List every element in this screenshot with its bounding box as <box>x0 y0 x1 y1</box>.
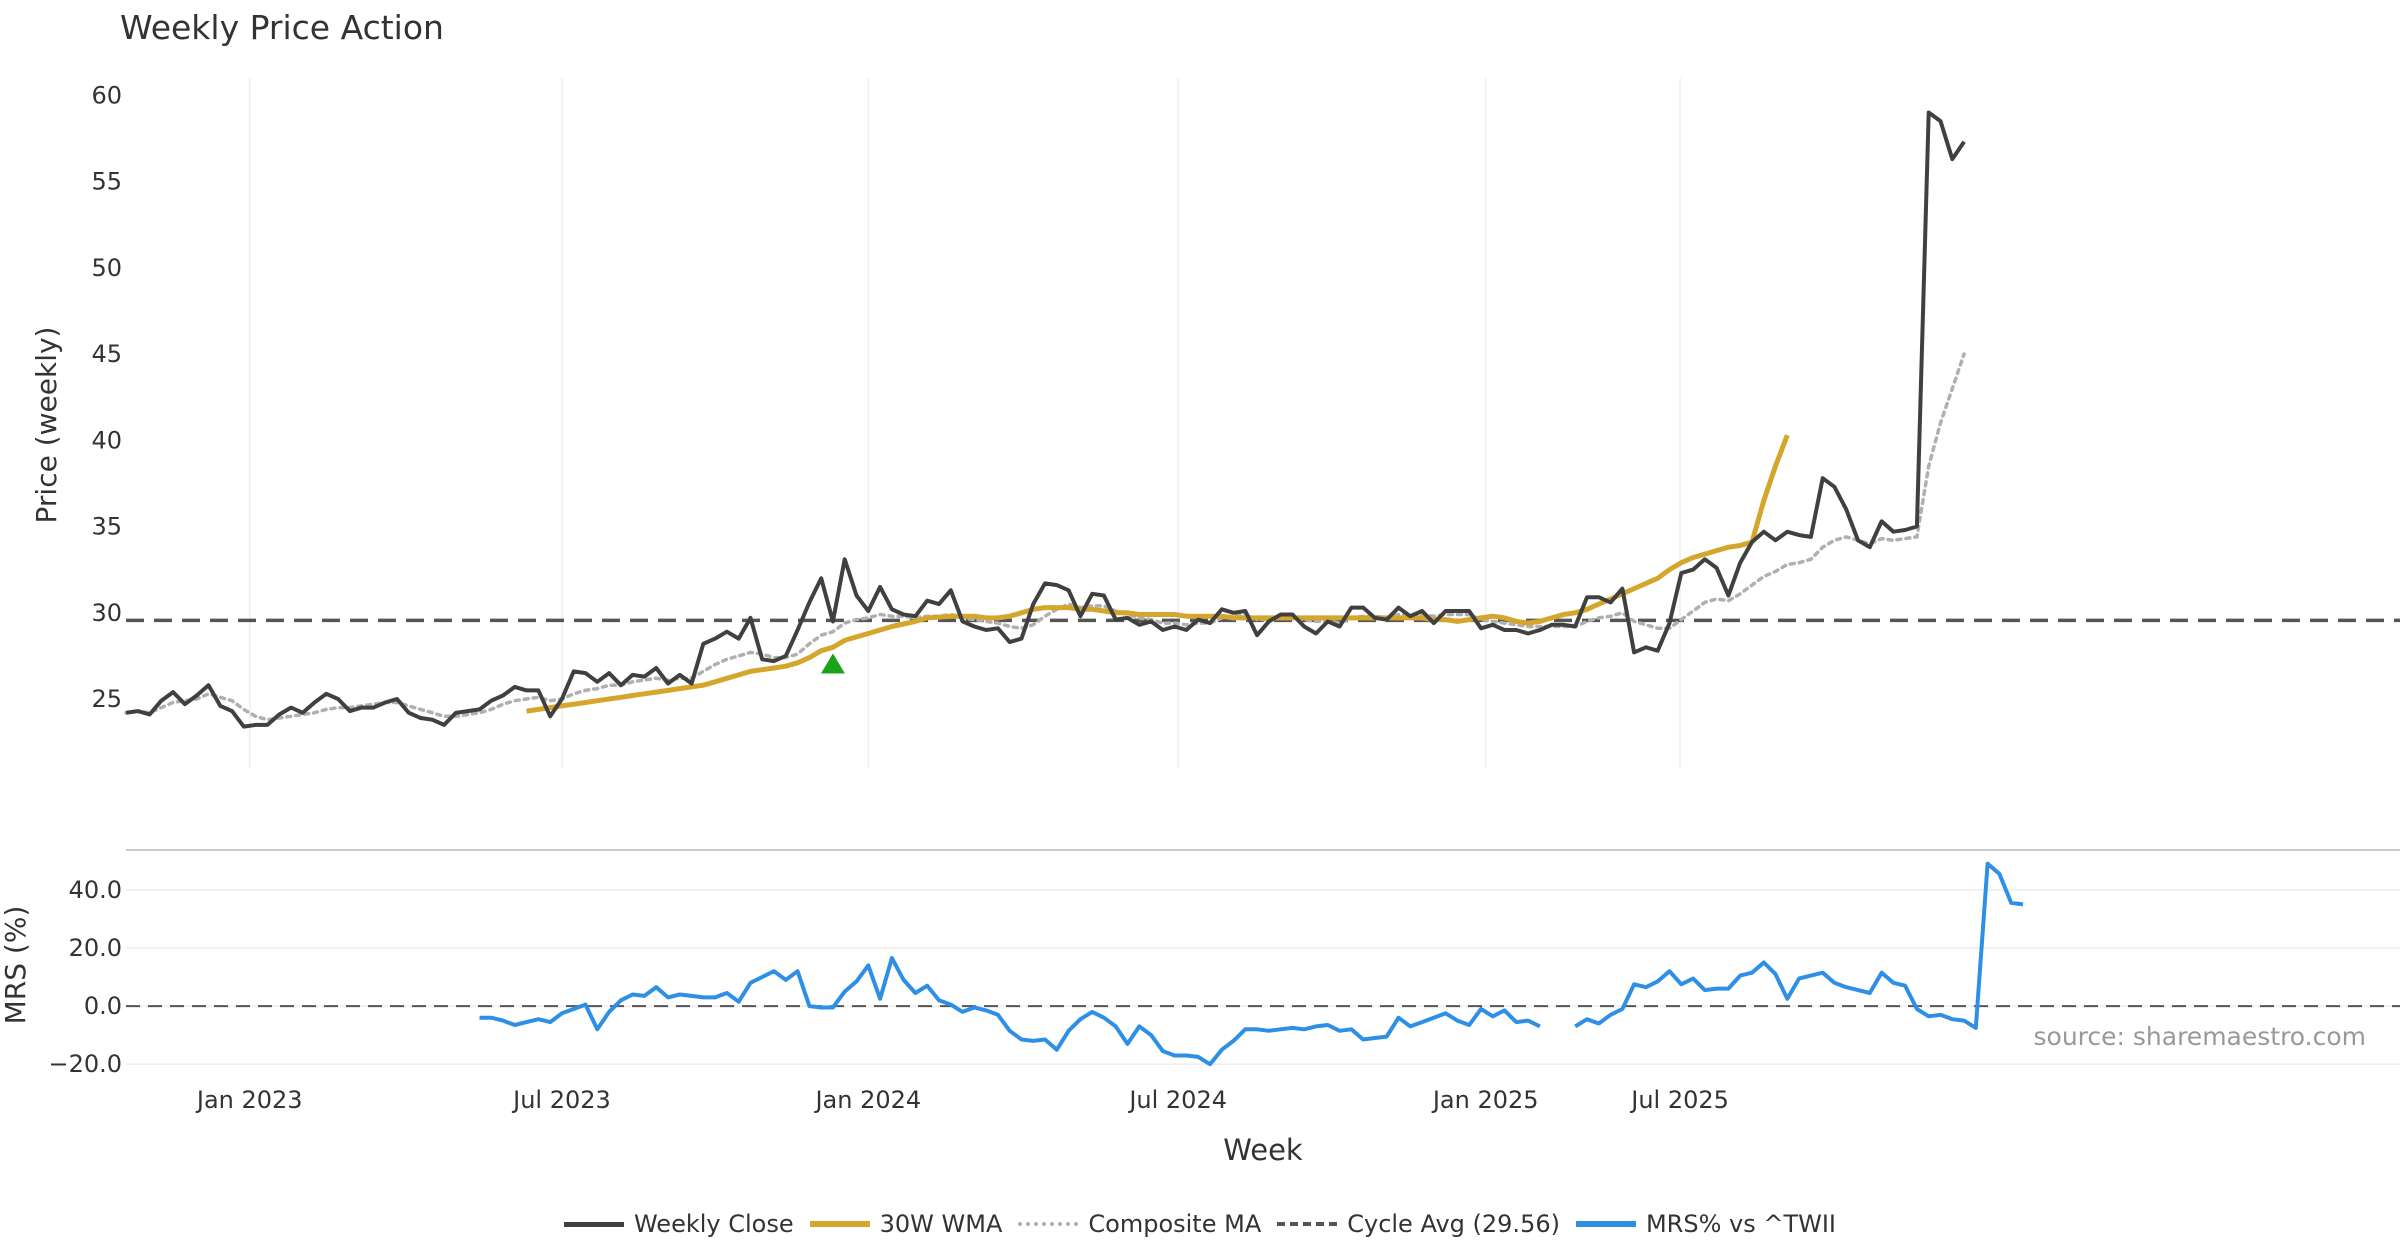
chart-title: Weekly Price Action <box>120 8 444 47</box>
legend-label-composite-ma: Composite MA <box>1088 1210 1262 1238</box>
x-tick-label: Jul 2024 <box>1127 1086 1227 1114</box>
legend: Weekly Close 30W WMA Composite MA Cycle … <box>0 1210 2400 1238</box>
x-tick-label: Jul 2023 <box>511 1086 611 1114</box>
weekly-close-line <box>125 110 1966 729</box>
legend-label-mrs: MRS% vs ^TWII <box>1645 1210 1837 1238</box>
composite-ma-line <box>124 352 1966 722</box>
wma-30w-line <box>526 434 1790 714</box>
mrs-y-tick-label: −20.0 <box>48 1050 122 1078</box>
price-y-tick-label: 45 <box>91 340 122 368</box>
mrs-line <box>479 861 2024 1067</box>
x-tick-label: Jan 2024 <box>813 1086 921 1114</box>
price-panel-grid <box>248 78 1681 768</box>
mrs-y-tick-label: 40.0 <box>69 876 122 904</box>
price-y-tick-label: 60 <box>91 81 122 109</box>
legend-swatch-composite-ma <box>1018 1222 1079 1226</box>
legend-item-cycle-avg: Cycle Avg (29.56) <box>1277 1210 1560 1238</box>
legend-swatch-30w-wma <box>809 1221 870 1227</box>
legend-swatch-weekly-close <box>563 1221 624 1227</box>
price-y-tick-label: 30 <box>91 599 122 627</box>
signal-marker <box>820 653 845 674</box>
legend-label-30w-wma: 30W WMA <box>879 1210 1003 1238</box>
price-y-tick-label: 25 <box>91 685 122 713</box>
axis-labels: Price (weekly) MRS (%) Week source: shar… <box>0 327 2366 1167</box>
price-y-tick-label: 50 <box>91 254 122 282</box>
mrs-y-axis-label: MRS (%) <box>0 906 32 1025</box>
legend-label-weekly-close: Weekly Close <box>633 1210 794 1238</box>
legend-item-weekly-close: Weekly Close <box>563 1210 794 1238</box>
price-y-tick-label: 35 <box>91 513 122 541</box>
mrs-y-tick-label: 20.0 <box>69 934 122 962</box>
legend-label-cycle-avg: Cycle Avg (29.56) <box>1347 1210 1560 1238</box>
price-y-tick-label: 55 <box>91 168 122 196</box>
x-axis-label: Week <box>1223 1133 1303 1167</box>
price-y-axis-label: Price (weekly) <box>30 327 63 524</box>
price-series-group <box>124 110 2400 729</box>
legend-item-mrs: MRS% vs ^TWII <box>1575 1210 1837 1238</box>
source-annotation: source: sharemaestro.com <box>2034 1022 2367 1051</box>
price-y-tick-label: 40 <box>91 426 122 454</box>
legend-item-30w-wma: 30W WMA <box>809 1210 1003 1238</box>
legend-item-composite-ma: Composite MA <box>1018 1210 1261 1238</box>
legend-swatch-mrs <box>1575 1221 1636 1227</box>
mrs-y-tick-label: 0.0 <box>84 992 122 1020</box>
x-tick-label: Jan 2023 <box>195 1086 303 1114</box>
x-tick-label: Jul 2025 <box>1629 1086 1729 1114</box>
legend-swatch-cycle-avg <box>1277 1222 1338 1226</box>
x-tick-label: Jan 2025 <box>1431 1086 1539 1114</box>
mrs-series-group <box>126 861 2400 1067</box>
